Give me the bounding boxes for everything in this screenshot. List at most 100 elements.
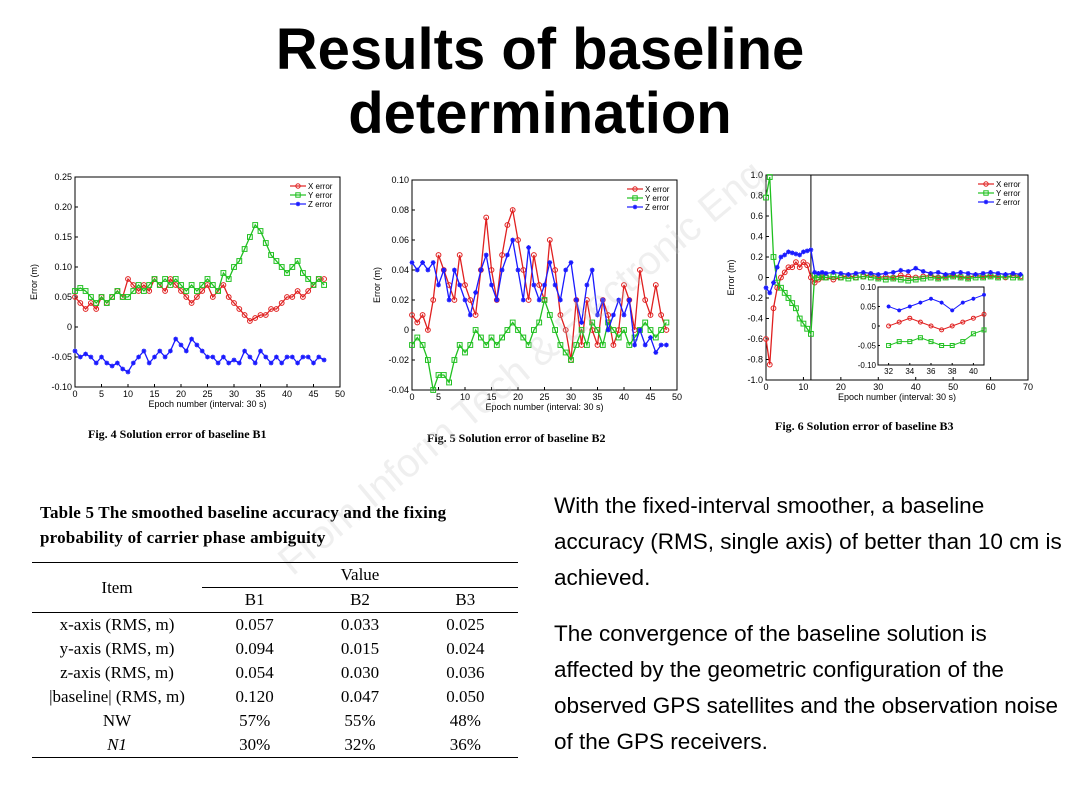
row-b1: 57%	[239, 711, 271, 730]
data-point	[796, 264, 803, 271]
data-point	[546, 237, 553, 243]
legend-label: X error	[308, 182, 333, 191]
fig6-container: 0 10 20 30 40 50 60 70 -1.0 -0.8 -0.6 -0.4 -0.2 0 0.2 0…	[720, 165, 1080, 455]
data-point	[199, 282, 206, 288]
data-point	[310, 282, 317, 288]
data-point	[499, 267, 505, 273]
data-point	[236, 360, 242, 366]
data-point	[130, 288, 137, 294]
header-b2: B2	[307, 587, 413, 613]
data-point	[830, 276, 837, 283]
data-point	[578, 327, 585, 333]
data-point	[183, 288, 190, 294]
data-point	[515, 267, 521, 273]
data-point	[611, 312, 616, 318]
fig6-caption: Fig. 6 Solution error of baseline B3	[775, 419, 954, 433]
y-tick-label: 0.4	[750, 232, 763, 242]
x-tick-label: 15	[149, 389, 159, 399]
data-point	[642, 297, 649, 303]
legend-marker	[295, 183, 301, 189]
data-point	[973, 272, 978, 277]
data-point	[905, 273, 912, 280]
inset-data-point	[939, 300, 944, 305]
row-item: N1	[107, 735, 127, 754]
x-tick-label: 50	[948, 382, 958, 392]
x-tick-label: 40	[619, 392, 629, 402]
data-point	[300, 354, 306, 360]
data-point	[767, 290, 773, 296]
data-point	[409, 260, 415, 265]
data-point	[494, 297, 500, 303]
fig5-chart: 0 5 10 15 20 25 30 35 40 45 50 -0.04 -0.02 0 0.02 0.04 0…	[372, 175, 682, 412]
y-tick-label: -0.02	[388, 355, 409, 365]
y-tick-label: -0.05	[51, 352, 72, 362]
data-point	[88, 294, 94, 300]
x-tick-label: 35	[592, 392, 602, 402]
data-point	[547, 260, 553, 265]
data-point	[531, 327, 537, 333]
data-point	[435, 252, 442, 258]
data-point	[796, 315, 803, 322]
data-point	[77, 354, 83, 360]
row-b2: 0.015	[340, 639, 380, 658]
data-point	[183, 294, 190, 300]
inset-y-tick-label: 0.05	[860, 303, 876, 312]
data-point	[472, 327, 479, 333]
data-point	[247, 234, 253, 240]
inset-y-tick-label: -0.10	[858, 361, 877, 370]
data-point	[135, 282, 142, 288]
y-tick-label: 0	[758, 273, 763, 283]
data-point	[816, 271, 821, 276]
data-point	[789, 300, 796, 307]
data-point	[800, 320, 807, 327]
data-point	[114, 288, 121, 294]
y-tick-label: 0.25	[54, 172, 72, 182]
header-b1: B1	[202, 587, 308, 613]
data-point	[658, 327, 665, 333]
series-z-error	[763, 247, 1023, 296]
header-value: Value	[202, 562, 518, 588]
x-tick-label: 20	[836, 382, 846, 392]
data-point	[763, 194, 769, 201]
data-point	[589, 267, 595, 273]
data-point	[457, 282, 463, 288]
data-point	[890, 269, 896, 275]
data-point	[294, 258, 301, 264]
data-point	[804, 325, 811, 332]
inset-data-point	[886, 343, 892, 348]
data-point	[905, 277, 912, 284]
legend-label: Y error	[645, 194, 670, 203]
inset-data-point	[960, 300, 965, 305]
data-point	[77, 300, 84, 306]
data-point	[647, 312, 654, 318]
row-item: x-axis (RMS, m)	[59, 615, 175, 634]
y-tick-label: 0.06	[391, 235, 409, 245]
table-row: z-axis (RMS, m) 0.054 0.030 0.036	[32, 661, 518, 685]
data-point	[763, 336, 769, 342]
data-point	[957, 274, 964, 281]
data-point	[173, 336, 179, 342]
data-point	[853, 271, 859, 276]
data-point	[188, 282, 195, 288]
x-tick-label: 20	[513, 392, 523, 402]
data-point	[562, 349, 569, 356]
data-point	[770, 254, 777, 260]
inset-series-line	[888, 329, 985, 346]
data-point	[589, 319, 596, 326]
row-b1: 0.054	[235, 663, 274, 682]
data-point	[808, 330, 814, 337]
data-point	[279, 360, 285, 366]
data-point	[823, 271, 829, 276]
data-point	[845, 272, 851, 277]
legend-marker	[295, 201, 301, 207]
series-y-error	[409, 297, 670, 393]
series-y-error	[72, 222, 328, 306]
inset-series-line	[888, 294, 985, 312]
data-point	[552, 282, 558, 288]
data-point	[435, 372, 442, 378]
data-point	[409, 342, 415, 348]
x-tick-label: 50	[335, 389, 345, 399]
data-point	[958, 269, 964, 275]
data-point	[504, 222, 511, 228]
